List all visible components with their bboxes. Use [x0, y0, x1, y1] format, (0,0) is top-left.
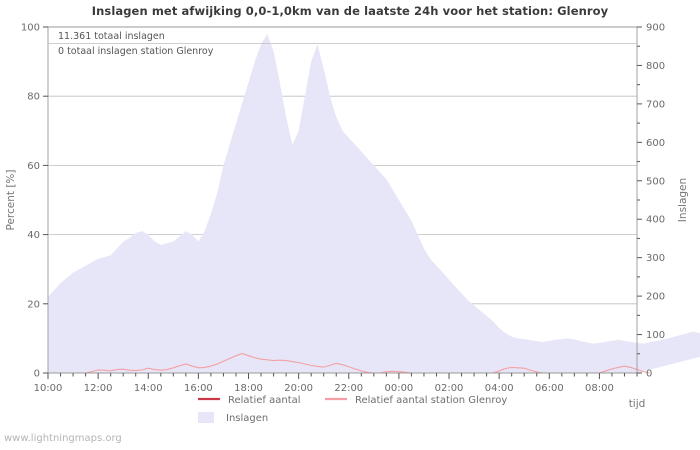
series-area-inslagen: [48, 33, 700, 373]
svg-text:200: 200: [646, 292, 665, 303]
svg-text:0: 0: [34, 369, 40, 380]
svg-text:12:00: 12:00: [84, 383, 113, 394]
svg-text:20:00: 20:00: [284, 383, 313, 394]
svg-text:500: 500: [646, 176, 665, 187]
svg-text:11.361 totaal inslagen: 11.361 totaal inslagen: [58, 31, 165, 42]
svg-text:08:00: 08:00: [585, 383, 614, 394]
svg-text:20: 20: [27, 299, 40, 310]
svg-text:16:00: 16:00: [184, 383, 213, 394]
svg-text:Relatief aantal: Relatief aantal: [228, 395, 301, 406]
svg-text:22:00: 22:00: [334, 383, 363, 394]
svg-text:Relatief aantal station Glenro: Relatief aantal station Glenroy: [355, 395, 507, 406]
svg-text:600: 600: [646, 138, 665, 149]
svg-text:100: 100: [646, 330, 665, 341]
chart-annotations: 11.361 totaal inslagen 0 totaal inslagen …: [48, 31, 637, 57]
svg-text:06:00: 06:00: [535, 383, 564, 394]
axis-ticks: [43, 26, 642, 379]
svg-text:tijd: tijd: [629, 398, 646, 410]
svg-text:100: 100: [21, 23, 40, 34]
svg-text:40: 40: [27, 230, 40, 241]
svg-text:700: 700: [646, 99, 665, 110]
svg-text:Inslagen: Inslagen: [677, 178, 689, 222]
axis-labels: 0 20 40 60 80 100 0 100 200 300 400 500 600 700 800 900…: [5, 23, 689, 411]
svg-text:900: 900: [646, 23, 665, 34]
svg-text:300: 300: [646, 253, 665, 264]
svg-text:Inslagen: Inslagen: [226, 413, 268, 424]
svg-text:02:00: 02:00: [435, 383, 464, 394]
page-title: Inslagen met afwijking 0,0-1,0km van de …: [91, 4, 609, 18]
svg-text:10:00: 10:00: [34, 383, 63, 394]
svg-text:0: 0: [646, 369, 652, 380]
svg-text:0 totaal inslagen station Glen: 0 totaal inslagen station Glenroy: [58, 46, 214, 57]
svg-text:04:00: 04:00: [485, 383, 514, 394]
svg-text:00:00: 00:00: [384, 383, 413, 394]
svg-text:60: 60: [27, 161, 40, 172]
svg-text:400: 400: [646, 215, 665, 226]
chart-legend: Relatief aantal Relatief aantal station G…: [198, 395, 507, 424]
svg-text:80: 80: [27, 92, 40, 103]
svg-text:14:00: 14:00: [134, 383, 163, 394]
svg-text:18:00: 18:00: [234, 383, 263, 394]
watermark: www.lightningmaps.org: [4, 433, 122, 444]
svg-text:Percent [%]: Percent [%]: [5, 169, 17, 230]
svg-text:800: 800: [646, 61, 665, 72]
